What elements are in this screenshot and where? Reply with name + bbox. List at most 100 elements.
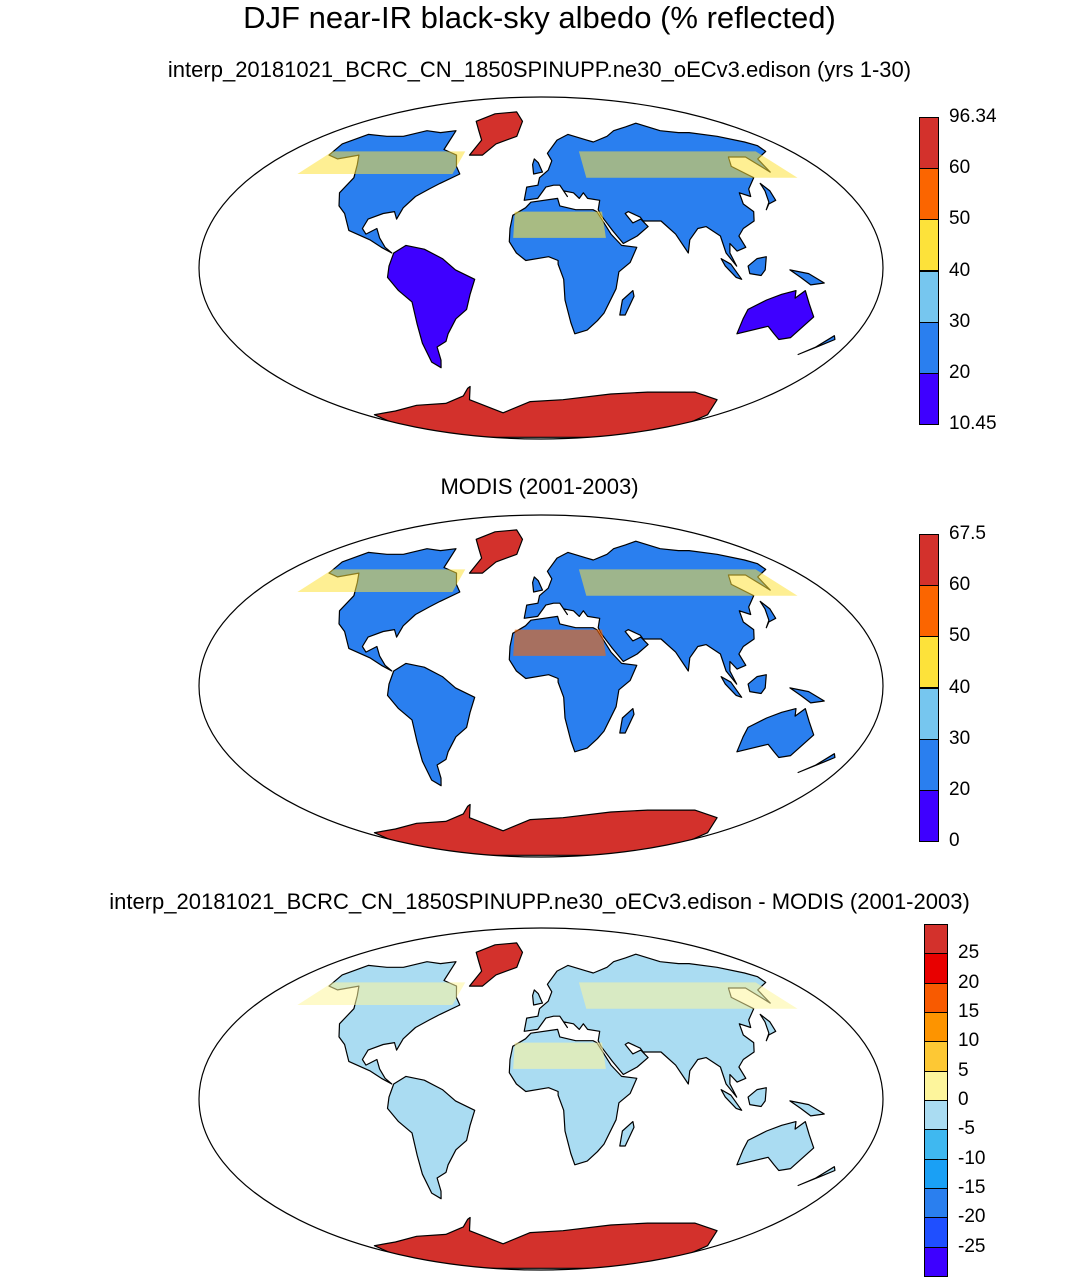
panel-title-diff: interp_20181021_BCRC_CN_1850SPINUPP.ne30… xyxy=(109,889,970,914)
colorbar-box xyxy=(924,1070,948,1101)
colorbar-box xyxy=(919,687,939,740)
island-sumatra xyxy=(720,676,743,698)
colorbar-tick-label: -20 xyxy=(958,1206,986,1228)
colorbar-tick-label: 50 xyxy=(949,625,971,647)
snow-band xyxy=(297,569,466,592)
colorbar-tick-label: 0 xyxy=(958,1089,969,1110)
colorbar-box xyxy=(924,924,948,955)
colorbar-box xyxy=(919,219,939,272)
colorbar-obs: 0 20 30 40 50 60 67.5 xyxy=(919,524,1069,851)
colorbar-box xyxy=(924,1158,948,1189)
colorbar-tick-label: 5 xyxy=(958,1059,969,1081)
snow-band xyxy=(578,982,798,1009)
snow-band xyxy=(297,982,466,1005)
panel-title-obs: MODIS (2001-2003) xyxy=(440,474,639,499)
colorbar-box xyxy=(919,636,939,689)
desert-region xyxy=(513,629,606,656)
island-newzealand xyxy=(797,753,836,774)
map-border xyxy=(198,514,884,858)
map-panel-diff xyxy=(198,927,884,1271)
island-madagascar xyxy=(619,1121,635,1147)
colorbar-tick-label: 67.5 xyxy=(949,523,986,544)
colorbar-box xyxy=(919,738,939,791)
map-panel-obs xyxy=(198,514,884,858)
island-newzealand xyxy=(797,335,836,356)
map-panel-model xyxy=(198,96,884,440)
colorbar-box xyxy=(924,982,948,1013)
island-japan xyxy=(759,1013,777,1042)
island-newguinea xyxy=(789,269,825,286)
colorbar-box xyxy=(924,1012,948,1043)
island-greenland xyxy=(468,111,524,156)
snow-band xyxy=(578,151,798,178)
colorbar-tick-label: 20 xyxy=(949,361,971,383)
continent-antarctica xyxy=(373,1216,718,1269)
colorbar-box xyxy=(919,534,939,587)
desert-region xyxy=(513,211,606,238)
colorbar-tick-label: 30 xyxy=(949,310,971,332)
island-japan xyxy=(759,600,777,629)
island-newguinea xyxy=(789,687,825,704)
island-uk xyxy=(532,576,544,593)
colorbar-box xyxy=(924,1100,948,1131)
colorbar-tick-label: 20 xyxy=(958,971,980,993)
figure-title: DJF near-IR black-sky albedo (% reflecte… xyxy=(243,0,836,35)
island-sumatra xyxy=(720,1089,743,1111)
island-newzealand xyxy=(797,1166,836,1187)
colorbar-box xyxy=(924,1188,948,1219)
map-background xyxy=(199,97,883,439)
island-greenland xyxy=(468,529,524,574)
island-borneo xyxy=(747,1087,767,1108)
colorbar-tick-label: -15 xyxy=(958,1177,986,1198)
colorbar-tick-label: 30 xyxy=(949,727,971,749)
island-madagascar xyxy=(619,708,635,734)
map-background xyxy=(199,515,883,857)
colorbar-tick-label: 25 xyxy=(958,942,980,964)
colorbar-box xyxy=(919,585,939,638)
colorbar-tick-label: 0 xyxy=(949,830,960,851)
map-border xyxy=(198,927,884,1271)
continent-south-america xyxy=(386,1075,476,1200)
island-uk xyxy=(532,158,544,175)
colorbar-tick-label: 60 xyxy=(949,157,971,179)
colorbar-box xyxy=(919,270,939,323)
island-borneo xyxy=(747,674,767,695)
continent-australia xyxy=(736,708,815,759)
colorbar-box xyxy=(919,168,939,221)
colorbar-box xyxy=(924,1129,948,1160)
island-uk xyxy=(532,989,544,1006)
continent-south-america xyxy=(386,244,476,369)
colorbar-tick-label: 15 xyxy=(958,1001,980,1022)
continent-australia xyxy=(736,1121,815,1172)
colorbar-tick-label: -10 xyxy=(958,1147,986,1169)
snow-band xyxy=(578,569,798,596)
colorbar-tick-label: 60 xyxy=(949,574,971,596)
colorbar-box xyxy=(919,372,939,425)
colorbar-box xyxy=(919,321,939,374)
colorbar-box xyxy=(924,1246,948,1277)
colorbar-tick-label: 40 xyxy=(949,676,971,698)
colorbar-tick-label: 96.34 xyxy=(949,106,997,127)
colorbar-tick-label: 20 xyxy=(949,778,971,800)
colorbar-tick-label: -5 xyxy=(958,1118,975,1140)
colorbar-box xyxy=(924,1041,948,1072)
colorbar-diff: -25 -20 -15 -10 -5 0 5 10 15 20 25 xyxy=(924,924,1074,1280)
colorbar-box xyxy=(919,117,939,170)
colorbar-tick-label: 10 xyxy=(958,1030,980,1052)
island-madagascar xyxy=(619,290,635,316)
island-sumatra xyxy=(720,258,743,280)
island-borneo xyxy=(747,256,767,277)
colorbar-tick-label: 50 xyxy=(949,208,971,230)
continent-antarctica xyxy=(373,803,718,856)
map-border xyxy=(198,96,884,440)
colorbar-model: 10.45 20 30 40 50 60 96.34 xyxy=(919,107,1069,434)
colorbar-tick-label: 40 xyxy=(949,259,971,281)
continent-australia xyxy=(736,290,815,341)
colorbar-box xyxy=(924,953,948,984)
island-japan xyxy=(759,182,777,211)
continent-south-america xyxy=(386,662,476,787)
island-greenland xyxy=(468,942,524,987)
continent-antarctica xyxy=(373,385,718,438)
map-background xyxy=(199,928,883,1270)
desert-region xyxy=(513,1042,606,1069)
